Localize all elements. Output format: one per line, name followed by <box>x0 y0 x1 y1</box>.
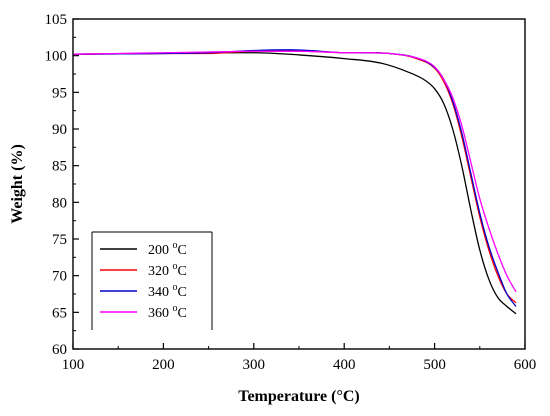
y-tick-label: 95 <box>52 85 67 101</box>
y-tick-label: 60 <box>52 342 67 358</box>
x-tick-label: 600 <box>514 357 537 373</box>
y-tick-label: 80 <box>52 195 67 211</box>
legend-label-2: 340 oC <box>148 282 187 300</box>
series-line-0 <box>72 52 517 315</box>
x-tick-label: 500 <box>423 357 446 373</box>
x-tick-label: 100 <box>62 357 85 373</box>
x-axis-label: Temperature (°C) <box>238 388 359 405</box>
y-tick-label: 90 <box>52 122 67 138</box>
x-tick-label: 400 <box>333 357 356 373</box>
x-tick-label: 300 <box>243 357 266 373</box>
y-tick-label: 70 <box>52 269 67 285</box>
series-line-3 <box>72 50 517 293</box>
y-tick-label: 75 <box>52 232 67 248</box>
y-tick-label: 105 <box>45 12 68 28</box>
legend-label-1: 320 oC <box>148 261 187 279</box>
x-tick-label: 200 <box>152 357 175 373</box>
legend-label-0: 200 oC <box>148 240 187 258</box>
y-tick-label: 100 <box>45 49 68 65</box>
plot-frame <box>72 18 526 350</box>
y-tick-label: 85 <box>52 159 67 175</box>
series-layer <box>72 49 517 315</box>
y-tick-label: 65 <box>52 305 67 321</box>
tick-labels: 100 200 300 400 500 600 60 65 70 75 80 85 90 95 100 105 <box>45 12 537 373</box>
legend: 200 oC 320 oC 340 oC 360 oC <box>91 231 213 330</box>
y-axis-label: Weight (%) <box>9 144 26 224</box>
legend-label-3: 360 oC <box>148 303 187 321</box>
